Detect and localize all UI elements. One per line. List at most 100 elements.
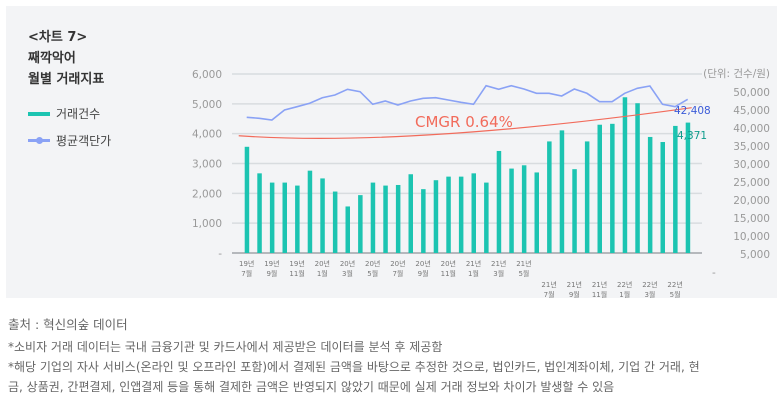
x-tick-year: 20년 (340, 259, 355, 268)
bar (484, 182, 489, 253)
y-tick-label-right: 15,000 (733, 213, 770, 225)
x-tick-month: 11월 (441, 269, 456, 278)
bar (320, 178, 325, 253)
x-tick-month: 11월 (289, 269, 304, 278)
bar (685, 122, 691, 253)
count-last-label: 4,371 (677, 130, 707, 142)
x-tick-month: 9월 (569, 290, 580, 299)
chart-number: <차트 7> (28, 30, 88, 45)
x-tick-month: 1월 (317, 269, 328, 278)
x-tick-year: 21년 (491, 259, 506, 268)
y-tick-label-right: 30,000 (733, 159, 770, 171)
legend-label: 거래건수 (56, 107, 101, 121)
y-tick-label-right: 40,000 (733, 123, 770, 135)
bar (509, 168, 514, 253)
x-tick-year: 20년 (365, 259, 380, 268)
y-tick-label-left: 6,000 (192, 69, 222, 81)
y-tick-label-left: 2,000 (192, 188, 222, 200)
x-tick-month: 3월 (493, 269, 504, 278)
footnote-2-cont: 금, 상품권, 간편결제, 인앱결제 등을 통해 결제한 금액은 반영되지 않았… (8, 380, 615, 394)
x-tick-year: 22년 (667, 280, 682, 289)
bar (610, 123, 615, 254)
x-tick-month: 7월 (241, 269, 252, 278)
bar (307, 170, 313, 253)
bar (584, 141, 590, 253)
combo-chart: - 1,000 2,000 3,000 4,000 5,000 6,000 - 5,000 10,… (192, 67, 770, 299)
bar (408, 174, 413, 253)
y-tick-label-right: 25,000 (733, 177, 770, 189)
bar (547, 141, 552, 253)
bar (496, 150, 502, 253)
x-tick-year: 21년 (592, 280, 607, 289)
price-last-label: 42,408 (674, 105, 711, 117)
bar (370, 182, 376, 253)
x-tick-year: 21년 (541, 280, 556, 289)
x-tick-year: 22년 (617, 280, 632, 289)
bar (635, 103, 640, 253)
company-name: 째깍악어 (28, 51, 76, 66)
x-tick-month: 3월 (342, 269, 353, 278)
x-tick-month: 5월 (518, 269, 529, 278)
y-tick-label-right: 10,000 (733, 231, 770, 243)
x-tick-month: 9월 (266, 269, 277, 278)
bar (458, 176, 464, 253)
y-tick-label-right: 35,000 (733, 141, 770, 153)
x-tick-month: 5월 (367, 269, 378, 278)
legend-item-bars: 거래건수 (28, 105, 100, 122)
x-tick-month: 11월 (592, 290, 607, 299)
y-tick-label-left: 3,000 (192, 159, 222, 171)
x-tick-month: 1월 (619, 290, 630, 299)
bar (647, 136, 653, 253)
footnote-2: *해당 기업의 자사 서비스(온라인 및 오프라인 포함)에서 결제된 금액을 … (8, 360, 700, 374)
bar (395, 184, 401, 253)
x-tick-year: 21년 (567, 280, 582, 289)
bar (332, 191, 338, 253)
bar (244, 146, 250, 253)
x-tick-year: 21년 (466, 259, 481, 268)
x-tick-year: 21년 (516, 259, 531, 268)
bar (358, 195, 363, 253)
cmgr-annotation: CMGR 0.64% (415, 113, 513, 131)
legend-item-line: 평균객단가 (28, 132, 111, 149)
chart-title: 월별 거래지표 (28, 72, 105, 87)
y-tick-label-right: 45,000 (733, 105, 770, 117)
y-tick-label-left: - (218, 248, 222, 260)
y-tick-label-left: 4,000 (192, 129, 222, 141)
bar (295, 185, 300, 253)
footnote-1: *소비자 거래 데이터는 국내 금융기관 및 카드사에서 제공받은 데이터를 분… (8, 340, 443, 354)
y-tick-label-right: 5,000 (740, 249, 770, 261)
x-tick-month: 7월 (392, 269, 403, 278)
unit-label: (단위: 건수/원) (703, 67, 770, 80)
x-tick-month: 3월 (644, 290, 655, 299)
y-tick-label-right: 20,000 (733, 195, 770, 207)
bar (383, 185, 388, 253)
y-tick-label-right: 50,000 (733, 87, 770, 99)
x-tick-year: 20년 (315, 259, 330, 268)
bar (345, 206, 350, 253)
bar (559, 130, 565, 253)
x-tick-month: 9월 (418, 269, 429, 278)
y-tick-label-left: 1,000 (192, 218, 222, 230)
bar (471, 173, 476, 253)
bar (572, 169, 577, 253)
y-tick-label-left: 5,000 (192, 99, 222, 111)
x-tick-year: 20년 (390, 259, 405, 268)
bar (597, 124, 602, 253)
x-tick-year: 22년 (642, 280, 657, 289)
legend-line-swatch (28, 137, 50, 144)
bar (673, 125, 678, 253)
trend-line (238, 107, 692, 139)
bar (660, 142, 665, 253)
bar (622, 97, 628, 254)
bar (269, 182, 275, 253)
legend-label: 평균객단가 (56, 134, 112, 148)
x-tick-month: 5월 (670, 290, 681, 299)
bar (421, 189, 426, 253)
x-tick-month: 7월 (544, 290, 555, 299)
x-tick-year: 19년 (239, 259, 254, 268)
x-tick-year: 20년 (415, 259, 430, 268)
bar (433, 180, 439, 253)
x-tick-month: 1월 (468, 269, 479, 278)
bar (534, 172, 539, 253)
x-tick-year: 20년 (441, 259, 456, 268)
